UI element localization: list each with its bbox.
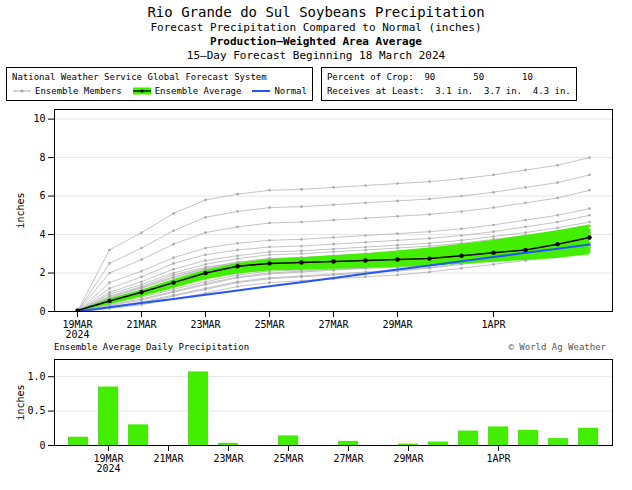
html-text:Ensemble Average Daily Precipi: Ensemble Average Daily Precipitation bbox=[54, 342, 250, 352]
svg-text:25MAR: 25MAR bbox=[254, 319, 285, 330]
html-text:Forecast Precipitation Compare: Forecast Precipitation Compared to Norma… bbox=[150, 21, 482, 34]
html-text:Rio Grande do Sul Soybeans Pre: Rio Grande do Sul Soybeans Precipitation bbox=[147, 4, 485, 20]
svg-text:8: 8 bbox=[39, 152, 45, 163]
svg-text:1.0: 1.0 bbox=[27, 371, 45, 382]
html-text:Percent of Crop: 90 50 10: Percent of Crop: 90 50 10 bbox=[326, 72, 533, 82]
svg-text:27MAR: 27MAR bbox=[333, 453, 364, 464]
svg-text:21MAR: 21MAR bbox=[153, 453, 184, 464]
svg-text:0.5: 0.5 bbox=[27, 405, 45, 416]
svg-text:0: 0 bbox=[39, 440, 45, 451]
html-text:Normal: Normal bbox=[274, 86, 307, 96]
svg-text:1APR: 1APR bbox=[481, 319, 506, 330]
svg-text:0: 0 bbox=[39, 306, 45, 317]
svg-text:29MAR: 29MAR bbox=[382, 319, 413, 330]
svg-text:inches: inches bbox=[15, 192, 26, 228]
svg-text:4: 4 bbox=[39, 229, 45, 240]
svg-text:6: 6 bbox=[39, 190, 45, 201]
svg-text:19MAR2024: 19MAR2024 bbox=[62, 319, 93, 340]
svg-text:27MAR: 27MAR bbox=[318, 319, 349, 330]
html-text:Production–Weighted Area Avera: Production–Weighted Area Average bbox=[210, 35, 422, 48]
svg-text:10: 10 bbox=[33, 113, 45, 124]
svg-text:inches: inches bbox=[15, 384, 26, 420]
html-text:© World Ag Weather: © World Ag Weather bbox=[508, 342, 606, 352]
svg-text:19MAR2024: 19MAR2024 bbox=[93, 453, 124, 474]
svg-text:23MAR: 23MAR bbox=[190, 319, 221, 330]
svg-text:2: 2 bbox=[39, 267, 45, 278]
html-text:15–Day Forecast Beginning 18 M: 15–Day Forecast Beginning 18 March 2024 bbox=[186, 49, 446, 62]
svg-text:29MAR: 29MAR bbox=[393, 453, 424, 464]
html-text:Receives at Least: 3.1 in. 3.7: Receives at Least: 3.1 in. 3.7 in. 4.3 i… bbox=[326, 86, 571, 96]
html-text:Ensemble Average: Ensemble Average bbox=[154, 86, 242, 96]
html-text:National Weather Service Globa: National Weather Service Global Forecast… bbox=[12, 72, 267, 82]
svg-text:1APR: 1APR bbox=[486, 453, 511, 464]
svg-text:23MAR: 23MAR bbox=[213, 453, 244, 464]
svg-text:25MAR: 25MAR bbox=[273, 453, 304, 464]
svg-text:21MAR: 21MAR bbox=[126, 319, 157, 330]
html-text:Ensemble Members: Ensemble Members bbox=[35, 86, 122, 96]
